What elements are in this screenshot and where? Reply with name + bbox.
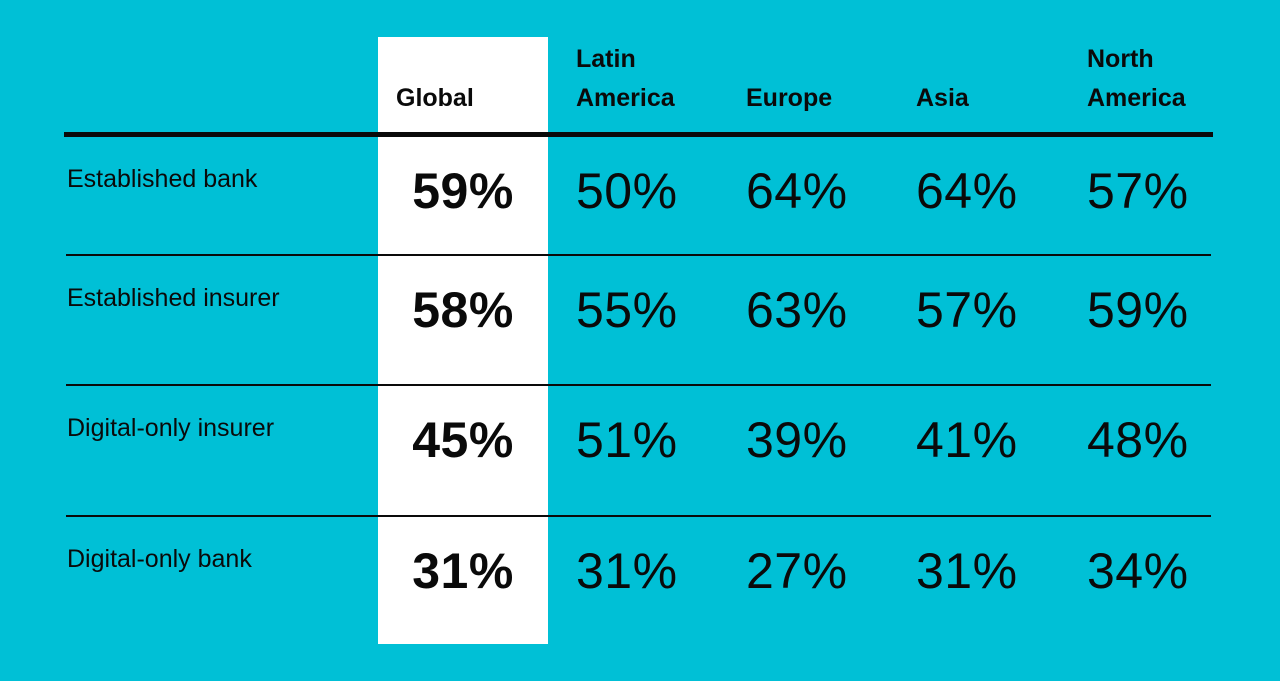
region-value-cell: 31% (916, 543, 1018, 599)
region-value-cell: 48% (1087, 412, 1189, 468)
row-divider (66, 515, 1211, 517)
region-value-cell: 50% (576, 163, 678, 219)
region-value-cell: 39% (746, 412, 848, 468)
region-value-cell: 64% (746, 163, 848, 219)
region-value-cell: 57% (916, 282, 1018, 338)
region-value-cell: 34% (1087, 543, 1189, 599)
global-value-cell: 58% (412, 282, 514, 338)
region-value-cell: 51% (576, 412, 678, 468)
region-value-cell: 63% (746, 282, 848, 338)
column-header-europe: Europe (746, 84, 833, 112)
column-header-global: Global (396, 84, 474, 112)
region-value-cell: 27% (746, 543, 848, 599)
global-column-highlight (378, 37, 548, 644)
row-label: Digital-only insurer (67, 414, 275, 442)
header-rule (64, 132, 1213, 137)
region-value-cell: 31% (576, 543, 678, 599)
row-divider (66, 384, 1211, 386)
region-value-cell: 57% (1087, 163, 1189, 219)
row-label: Established insurer (67, 284, 280, 312)
row-divider (66, 254, 1211, 256)
row-label: Established bank (67, 165, 258, 193)
row-label: Digital-only bank (67, 545, 252, 573)
global-value-cell: 59% (412, 163, 514, 219)
region-value-cell: 59% (1087, 282, 1189, 338)
column-header-north-america: North America (1087, 45, 1186, 112)
global-value-cell: 31% (412, 543, 514, 599)
column-header-latin-america: Latin America (576, 45, 675, 112)
region-value-cell: 55% (576, 282, 678, 338)
region-value-cell: 41% (916, 412, 1018, 468)
column-header-asia: Asia (916, 84, 969, 112)
global-value-cell: 45% (412, 412, 514, 468)
region-value-cell: 64% (916, 163, 1018, 219)
